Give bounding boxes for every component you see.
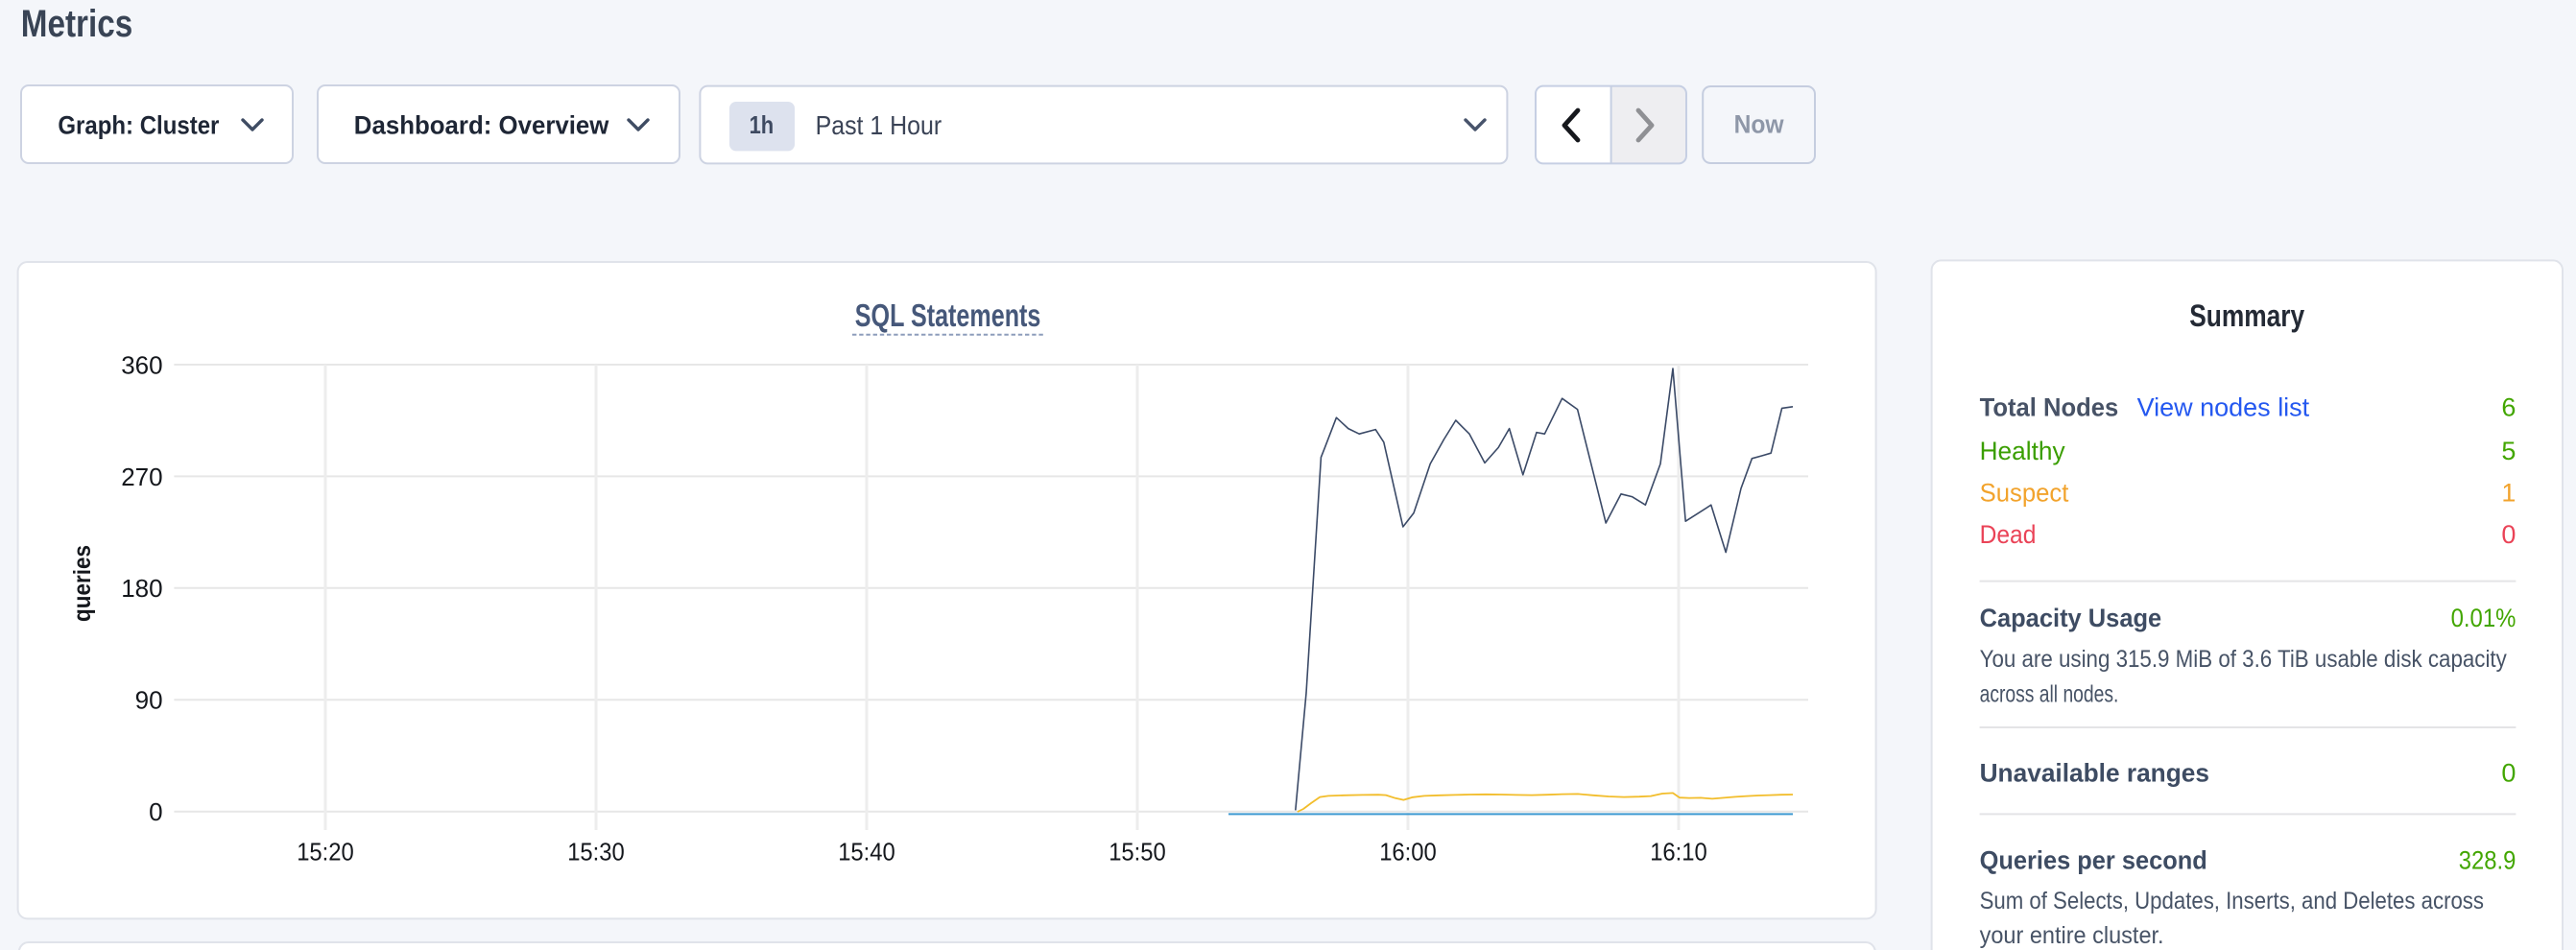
- svg-text:360: 360: [121, 350, 162, 379]
- svg-text:180: 180: [121, 574, 162, 603]
- svg-text:0.01%: 0.01%: [2451, 604, 2516, 632]
- svg-text:Unavailable ranges: Unavailable ranges: [1980, 759, 2209, 788]
- svg-text:Healthy: Healthy: [1980, 437, 2065, 465]
- svg-text:15:40: 15:40: [838, 837, 895, 866]
- svg-text:1h: 1h: [750, 110, 775, 139]
- svg-text:Queries per second: Queries per second: [1980, 846, 2207, 875]
- svg-text:5: 5: [2501, 437, 2516, 465]
- svg-text:Sum of Selects, Updates, Inser: Sum of Selects, Updates, Inserts, and De…: [1980, 889, 2484, 914]
- svg-text:0: 0: [2501, 759, 2516, 788]
- svg-text:across all nodes.: across all nodes.: [1980, 681, 2119, 707]
- svg-text:Now: Now: [1734, 110, 1785, 139]
- svg-text:1: 1: [2501, 479, 2516, 508]
- svg-text:Past 1 Hour: Past 1 Hour: [816, 110, 942, 140]
- svg-text:View nodes list: View nodes list: [2137, 393, 2310, 422]
- svg-text:Dashboard: Overview: Dashboard: Overview: [354, 111, 610, 140]
- svg-text:16:10: 16:10: [1650, 837, 1707, 866]
- svg-text:Dead: Dead: [1980, 520, 2037, 549]
- svg-text:6: 6: [2501, 393, 2516, 422]
- svg-text:Total Nodes: Total Nodes: [1980, 393, 2119, 422]
- svg-text:0: 0: [2501, 520, 2516, 549]
- svg-text:90: 90: [135, 686, 163, 715]
- svg-text:Suspect: Suspect: [1980, 479, 2069, 508]
- svg-text:Graph: Cluster: Graph: Cluster: [58, 111, 219, 140]
- svg-text:328.9: 328.9: [2459, 846, 2516, 875]
- svg-text:15:30: 15:30: [567, 837, 625, 866]
- svg-text:Metrics: Metrics: [21, 3, 132, 45]
- svg-text:270: 270: [121, 463, 162, 491]
- svg-text:SQL Statements: SQL Statements: [855, 297, 1041, 333]
- svg-text:Summary: Summary: [2189, 298, 2304, 333]
- svg-text:15:20: 15:20: [297, 837, 354, 866]
- svg-text:You are using 315.9 MiB of 3.6: You are using 315.9 MiB of 3.6 TiB usabl…: [1980, 647, 2508, 673]
- svg-text:your entire cluster.: your entire cluster.: [1980, 923, 2164, 949]
- svg-text:15:50: 15:50: [1109, 837, 1166, 866]
- svg-text:0: 0: [149, 797, 162, 826]
- svg-text:queries: queries: [69, 545, 96, 622]
- svg-text:16:00: 16:00: [1379, 837, 1437, 866]
- svg-text:Capacity Usage: Capacity Usage: [1980, 604, 2162, 632]
